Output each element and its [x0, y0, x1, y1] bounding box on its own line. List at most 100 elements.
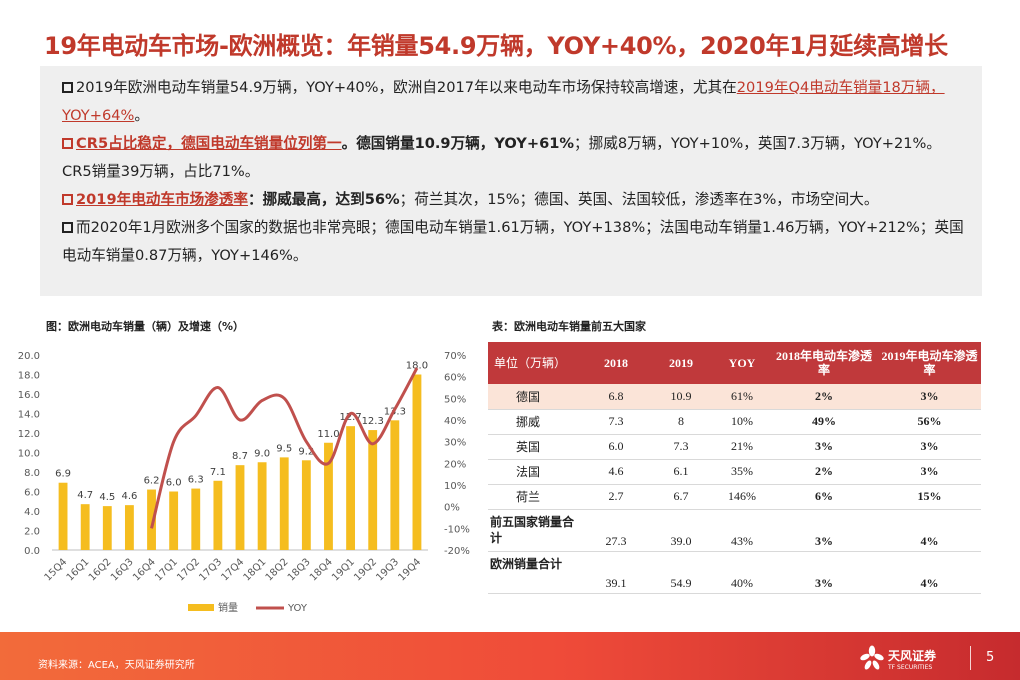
- table-cell: 6.0: [584, 434, 648, 460]
- table-cell: 6.8: [584, 384, 648, 410]
- table-cell: 39.0: [648, 509, 714, 552]
- x-axis-tick-label: 18Q1: [242, 557, 269, 584]
- table-cell: 61%: [714, 384, 770, 410]
- table-cell: 3%: [878, 434, 981, 460]
- x-axis-tick-label: 16Q4: [131, 557, 158, 584]
- footer-bar: [0, 632, 1020, 680]
- table-row: 荷兰 2.7 6.7 146% 6% 15%: [488, 484, 981, 510]
- table-cell: 54.9: [648, 551, 714, 594]
- table-header-cell: YOY: [714, 342, 770, 384]
- table-cell: 8: [648, 409, 714, 435]
- bullet-1-text: 2019年欧洲电动车销量54.9万辆，YOY+40%，欧洲自2017年以来电动车…: [76, 79, 737, 96]
- table-total-row: 前五国家销量合计 27.3 39.0 43% 3% 4%: [488, 509, 981, 552]
- x-axis-tick-label: 17Q1: [153, 557, 180, 584]
- bar-sales: [147, 489, 156, 550]
- table-row: 英国 6.0 7.3 21% 3% 3%: [488, 434, 981, 460]
- table-header-cell: 2018: [584, 342, 648, 384]
- table-cell: 3%: [878, 384, 981, 410]
- table-cell: 2%: [770, 459, 878, 485]
- table-cell: 10.9: [648, 384, 714, 410]
- bar-value-label: 11.0: [317, 429, 339, 440]
- right-axis-tick-label: 60%: [444, 373, 466, 384]
- checkbox-bullet-icon: [62, 138, 73, 149]
- bullet-3: 2019年电动车市场渗透率：挪威最高，达到56%；荷兰其次，15%；德国、英国、…: [62, 186, 970, 214]
- bar-value-label: 9.0: [254, 448, 270, 459]
- left-axis-tick-label: 16.0: [18, 390, 40, 401]
- table-cell: 英国: [488, 434, 584, 460]
- bar-value-label: 18.0: [406, 361, 428, 372]
- source-note: 资料来源：ACEA，天风证券研究所: [38, 660, 195, 671]
- table-cell: 2.7: [584, 484, 648, 510]
- table-cell: 6.1: [648, 459, 714, 485]
- bar-sales: [279, 457, 289, 550]
- bar-value-label: 6.2: [144, 476, 160, 487]
- bar-value-label: 4.5: [99, 492, 115, 503]
- x-axis-tick-label: 19Q3: [374, 557, 401, 584]
- x-axis-tick-label: 16Q3: [109, 557, 136, 584]
- left-axis-tick-label: 6.0: [24, 488, 40, 499]
- right-axis-tick-label: 0%: [444, 503, 460, 514]
- table-cell: 39.1: [584, 551, 648, 594]
- table-cell: 146%: [714, 484, 770, 510]
- table-header-cell: 2019年电动车渗透率: [878, 342, 981, 384]
- bar-sales: [124, 505, 134, 550]
- table-header-cell: 2019: [648, 342, 714, 384]
- bar-sales: [301, 460, 311, 550]
- right-axis-tick-label: 40%: [444, 416, 466, 427]
- sales-yoy-chart: 0.0 2.0 4.0 6.0 8.0 10.0 12.0 14.0 16.0 18.0 20.0 -…: [18, 351, 470, 614]
- bar-sales: [390, 420, 400, 550]
- bar-sales: [324, 442, 333, 550]
- bullet-2-highlight[interactable]: CR5占比稳定，德国电动车销量位列第一: [76, 135, 342, 152]
- table-cell: 27.3: [584, 509, 648, 552]
- x-axis-tick-label: 17Q2: [175, 557, 202, 584]
- table-cell: 35%: [714, 459, 770, 485]
- table-cell: 4%: [878, 509, 981, 552]
- logo-english-name: TF SECURITIES: [888, 664, 933, 671]
- bar-value-label: 4.6: [121, 491, 137, 502]
- legend-label-yoy: YOY: [287, 603, 308, 614]
- x-axis-tick-label: 18Q2: [264, 557, 291, 584]
- table-cell: 3%: [770, 434, 878, 460]
- bar-sales: [58, 482, 68, 550]
- bullet-1-link[interactable]: 2019年Q4电动车销量18万辆，YOY+64%: [62, 79, 945, 124]
- right-axis-tick-label: -10%: [444, 524, 470, 535]
- table-cell: 15%: [878, 484, 981, 510]
- table-cell: 2%: [770, 384, 878, 410]
- left-axis-tick-label: 18.0: [18, 371, 40, 382]
- left-axis-tick-label: 12.0: [18, 429, 40, 440]
- table-cell: 3%: [770, 509, 878, 552]
- table-cell: 21%: [714, 434, 770, 460]
- table-row: 法国 4.6 6.1 35% 2% 3%: [488, 459, 981, 485]
- table-cell: 德国: [488, 384, 584, 410]
- bar-sales: [235, 465, 245, 550]
- left-axis-tick-label: 8.0: [24, 468, 40, 479]
- table-cell: 4%: [878, 551, 981, 594]
- x-axis-tick-label: 19Q2: [352, 557, 379, 584]
- bar-sales: [257, 462, 267, 550]
- right-axis-tick-label: 10%: [444, 481, 466, 492]
- bullet-3-highlight[interactable]: 2019年电动车市场渗透率: [76, 191, 248, 208]
- checkbox-bullet-icon: [62, 194, 73, 205]
- left-axis-tick-label: 0.0: [24, 546, 40, 557]
- table-cell: 3%: [878, 459, 981, 485]
- legend-label-sales: 销量: [218, 601, 238, 614]
- yoy-line: [150, 367, 419, 529]
- right-axis-tick-label: 50%: [444, 394, 466, 405]
- bar-value-label: 9.5: [276, 443, 292, 454]
- bar-sales: [213, 480, 223, 550]
- summary-bullets: 2019年欧洲电动车销量54.9万辆，YOY+40%，欧洲自2017年以来电动车…: [40, 66, 982, 296]
- bullet-3-bold: ：挪威最高，达到56%: [247, 191, 400, 208]
- checkbox-bullet-icon: [62, 82, 73, 93]
- left-axis-tick-label: 14.0: [18, 410, 40, 421]
- right-axis-tick-label: 30%: [444, 438, 466, 449]
- x-axis-tick-label: 18Q3: [286, 557, 313, 584]
- x-axis-tick-label: 18Q4: [308, 557, 335, 584]
- table-caption: 表：欧洲电动车销量前五大国家: [492, 320, 646, 333]
- table-header-row: 单位（万辆） 2018 2019 YOY 2018年电动车渗透率 2019年电动…: [488, 342, 981, 384]
- bullet-4-text: 而2020年1月欧洲多个国家的数据也非常亮眼；德国电动车销量1.61万辆，YOY…: [62, 219, 964, 264]
- footer-divider: [970, 646, 971, 670]
- table-cell: 40%: [714, 551, 770, 594]
- chart-caption: 图：欧洲电动车销量（辆）及增速（%）: [46, 320, 245, 333]
- bar-value-label: 8.7: [232, 451, 248, 462]
- x-axis-tick-label: 17Q4: [220, 557, 247, 584]
